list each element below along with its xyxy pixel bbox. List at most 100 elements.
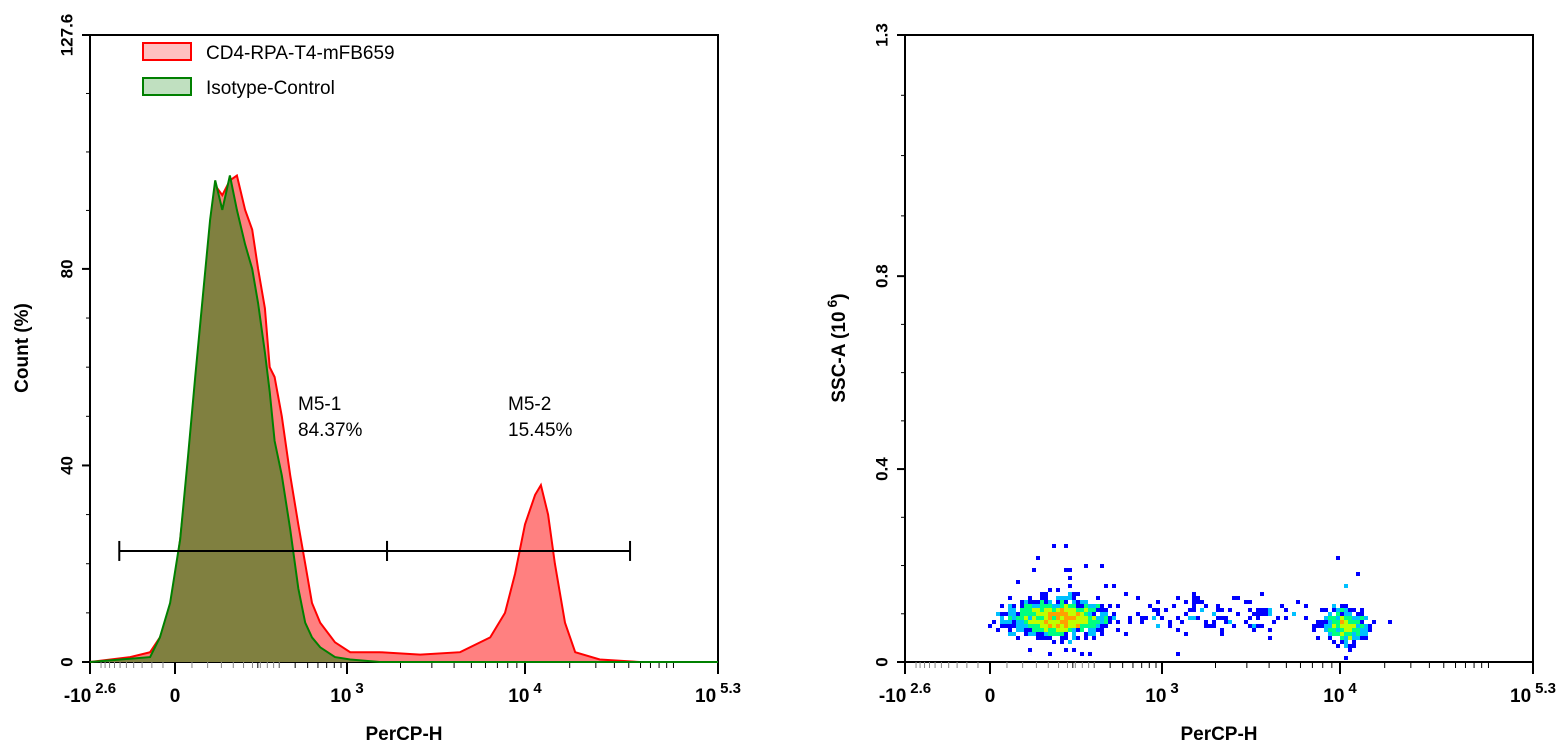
scatter-point — [1092, 632, 1096, 636]
scatter-point — [1064, 636, 1068, 640]
scatter-point — [1264, 608, 1268, 612]
scatter-point — [1084, 620, 1088, 624]
scatter-point — [1248, 600, 1252, 604]
scatter-point — [1076, 604, 1080, 608]
scatter-point — [1344, 616, 1348, 620]
scatter-point — [1356, 572, 1360, 576]
scatter-point — [1088, 628, 1092, 632]
scatter-point — [1112, 616, 1116, 620]
scatter-point — [1212, 612, 1216, 616]
scatter-point — [1252, 628, 1256, 632]
scatter-point — [1104, 608, 1108, 612]
scatter-point — [1124, 592, 1128, 596]
scatter-point — [1228, 608, 1232, 612]
scatter-point — [1252, 624, 1256, 628]
scatter-point — [1036, 632, 1040, 636]
scatter-point — [1036, 608, 1040, 612]
scatter-point — [1352, 624, 1356, 628]
scatter-point — [1204, 624, 1208, 628]
scatter-point — [1216, 608, 1220, 612]
scatter-point — [1340, 636, 1344, 640]
scatter-point — [1036, 628, 1040, 632]
scatter-point — [1044, 612, 1048, 616]
scatter-point — [1016, 624, 1020, 628]
scatter-point — [1180, 620, 1184, 624]
scatter-point — [1336, 624, 1340, 628]
scatter-point — [1100, 632, 1104, 636]
scatter-point — [1060, 628, 1064, 632]
scatter-point — [1248, 624, 1252, 628]
scatter-point — [1116, 628, 1120, 632]
scatter-point — [1040, 624, 1044, 628]
scatter-point — [1344, 632, 1348, 636]
scatter-point — [1052, 604, 1056, 608]
scatter-point — [1188, 616, 1192, 620]
scatter-point — [1364, 616, 1368, 620]
scatter-point — [1268, 612, 1272, 616]
scatter-point — [1016, 612, 1020, 616]
x-axis-label: PerCP-H — [365, 724, 442, 745]
scatter-point — [1156, 600, 1160, 604]
y-label-exp: 6 — [824, 299, 840, 307]
scatter-point — [1028, 596, 1032, 600]
scatter-point — [1064, 624, 1068, 628]
scatter-point — [1044, 608, 1048, 612]
scatter-point — [1344, 656, 1348, 660]
scatter-point — [1064, 600, 1068, 604]
scatter-point — [1024, 604, 1028, 608]
scatter-point — [1200, 600, 1204, 604]
scatter-point — [1216, 604, 1220, 608]
scatter-point — [1064, 596, 1068, 600]
scatter-point — [1200, 608, 1204, 612]
scatter-point — [1052, 612, 1056, 616]
scatter-point — [1060, 596, 1064, 600]
scatter-point — [1100, 624, 1104, 628]
scatter-point — [1360, 628, 1364, 632]
scatter-point — [1084, 564, 1088, 568]
scatter-point — [1388, 620, 1392, 624]
x-tick-label: 10 4 — [508, 680, 542, 707]
scatter-point — [1152, 616, 1156, 620]
scatter-point — [1072, 604, 1076, 608]
scatter-point — [1084, 632, 1088, 636]
scatter-point — [1024, 612, 1028, 616]
scatter-point — [1128, 620, 1132, 624]
y-axis-label: SSC-A (10 6) — [824, 293, 850, 402]
scatter-point — [1028, 648, 1032, 652]
scatter-point — [1028, 624, 1032, 628]
scatter-point — [1092, 604, 1096, 608]
scatter-point — [1228, 620, 1232, 624]
scatter-point — [1192, 596, 1196, 600]
scatter-point — [1048, 632, 1052, 636]
scatter-point — [1336, 644, 1340, 648]
scatter-point — [1040, 636, 1044, 640]
scatter-point — [1112, 612, 1116, 616]
scatter-point — [1320, 624, 1324, 628]
scatter-point — [1052, 616, 1056, 620]
scatter-point — [1268, 628, 1272, 632]
scatter-point — [1040, 600, 1044, 604]
scatter-point — [1088, 632, 1092, 636]
x-tick-base: -10 — [64, 686, 91, 707]
x-tick-base: 10 — [1145, 686, 1166, 707]
scatter-point — [1008, 628, 1012, 632]
scatter-point — [1140, 616, 1144, 620]
scatter-point — [1316, 636, 1320, 640]
scatter-point — [1036, 604, 1040, 608]
scatter-point — [1156, 612, 1160, 616]
scatter-point — [1032, 612, 1036, 616]
scatter-point — [1056, 624, 1060, 628]
scatter-point — [1076, 608, 1080, 612]
scatter-point — [1036, 620, 1040, 624]
scatter-point — [1328, 616, 1332, 620]
scatter-point — [1360, 624, 1364, 628]
scatter-point — [1332, 620, 1336, 624]
scatter-point — [1052, 632, 1056, 636]
scatter-point — [1088, 608, 1092, 612]
scatter-point — [1032, 616, 1036, 620]
scatter-point — [1140, 620, 1144, 624]
scatter-point — [1340, 628, 1344, 632]
scatter-point — [1356, 632, 1360, 636]
scatter-point — [1340, 612, 1344, 616]
scatter-point — [1044, 604, 1048, 608]
